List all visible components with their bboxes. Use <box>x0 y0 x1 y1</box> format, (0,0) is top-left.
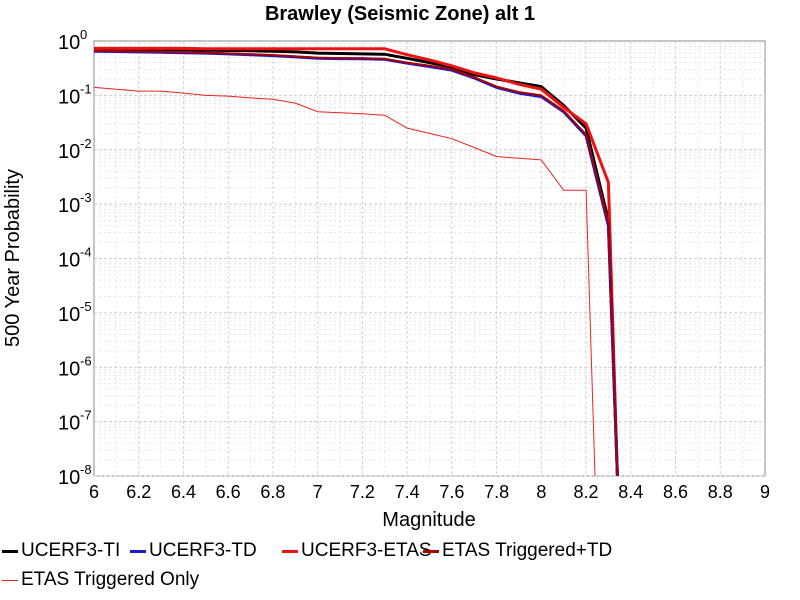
legend-label: ETAS Triggered Only <box>21 569 200 590</box>
y-tick-base: 10 <box>58 141 80 163</box>
x-tick-label: 6.4 <box>171 482 196 502</box>
x-tick-label: 8.2 <box>574 482 599 502</box>
legend-label: UCERF3-ETAS <box>301 540 432 561</box>
y-axis-label: 500 Year Probability <box>2 169 24 347</box>
chart: Brawley (Seismic Zone) alt 1 6 6.2 6.4 6.6 6… <box>2 3 770 531</box>
x-tick-label: 8 <box>536 482 546 502</box>
y-tick: 10 -3 <box>58 190 92 217</box>
x-tick-label: 7.8 <box>484 482 509 502</box>
legend-label: ETAS Triggered+TD <box>442 540 613 561</box>
legend-swatch <box>2 549 18 553</box>
legend-item: ETAS Triggered+TD <box>423 537 612 565</box>
series-line-etas-triggered-td <box>93 49 619 477</box>
y-tick-base: 10 <box>58 304 80 326</box>
series-layer <box>93 46 619 477</box>
y-tick-base: 10 <box>58 250 80 272</box>
x-tick-label: 6.6 <box>216 482 241 502</box>
legend-item: UCERF3-TD <box>130 537 257 565</box>
x-tick-label: 9 <box>760 482 770 502</box>
y-tick-exponent: -6 <box>80 353 92 368</box>
y-tick-exponent: 0 <box>80 27 87 42</box>
y-tick-base: 10 <box>58 358 80 380</box>
legend-label: UCERF3-TD <box>149 540 257 561</box>
legend: UCERF3-TI UCERF3-TD UCERF3-ETAS ETAS Trigge… <box>0 536 800 600</box>
x-axis-label: Magnitude <box>382 509 475 531</box>
y-tick: 10 -8 <box>58 462 92 489</box>
x-tick-label: 6.2 <box>126 482 151 502</box>
y-tick-exponent: -8 <box>80 462 92 477</box>
y-tick: 10 -7 <box>58 408 92 435</box>
legend-swatch <box>282 549 298 553</box>
x-axis-ticks: 6 6.2 6.4 6.6 6.8 7 7.2 7.4 7.6 7.8 8 8.2 8.4 8.6 8.8 9 <box>89 482 770 502</box>
y-tick: 10 -5 <box>58 299 92 326</box>
x-tick-label: 8.6 <box>663 482 688 502</box>
series-line-ucerf3-etas <box>94 46 619 477</box>
x-tick-label: 8.4 <box>618 482 643 502</box>
legend-item: UCERF3-ETAS <box>282 537 432 565</box>
y-tick-exponent: -2 <box>80 136 92 151</box>
y-tick: 10 -1 <box>58 81 92 108</box>
legend-item: UCERF3-TI <box>2 537 120 565</box>
y-tick-base: 10 <box>58 413 80 435</box>
legend-swatch <box>423 549 439 553</box>
x-tick-label: 6 <box>89 482 99 502</box>
series-line-etas-triggered-only <box>93 86 596 477</box>
y-tick-base: 10 <box>58 195 80 217</box>
y-tick: 10 -2 <box>58 136 92 163</box>
y-tick-exponent: -5 <box>80 299 92 314</box>
x-tick-label: 7.2 <box>350 482 375 502</box>
grid-lines <box>94 41 765 477</box>
legend-item: ETAS Triggered Only <box>2 566 199 594</box>
y-tick-exponent: -1 <box>80 81 92 96</box>
y-tick: 10 -4 <box>58 245 92 272</box>
x-tick-label: 7.6 <box>439 482 464 502</box>
x-tick-label: 7.4 <box>395 482 420 502</box>
y-tick-base: 10 <box>58 32 80 54</box>
legend-swatch <box>130 549 146 553</box>
x-tick-label: 8.8 <box>708 482 733 502</box>
y-tick-base: 10 <box>58 86 80 108</box>
y-tick: 10 0 <box>58 27 87 54</box>
y-tick-exponent: -7 <box>80 408 92 423</box>
legend-swatch <box>2 579 18 581</box>
y-tick-base: 10 <box>58 467 80 489</box>
x-tick-label: 7 <box>313 482 323 502</box>
x-tick-label: 6.8 <box>260 482 285 502</box>
y-tick-exponent: -3 <box>80 190 92 205</box>
chart-title: Brawley (Seismic Zone) alt 1 <box>265 3 535 25</box>
y-tick-exponent: -4 <box>80 245 92 260</box>
legend-label: UCERF3-TI <box>21 540 121 561</box>
y-tick: 10 -6 <box>58 353 92 380</box>
